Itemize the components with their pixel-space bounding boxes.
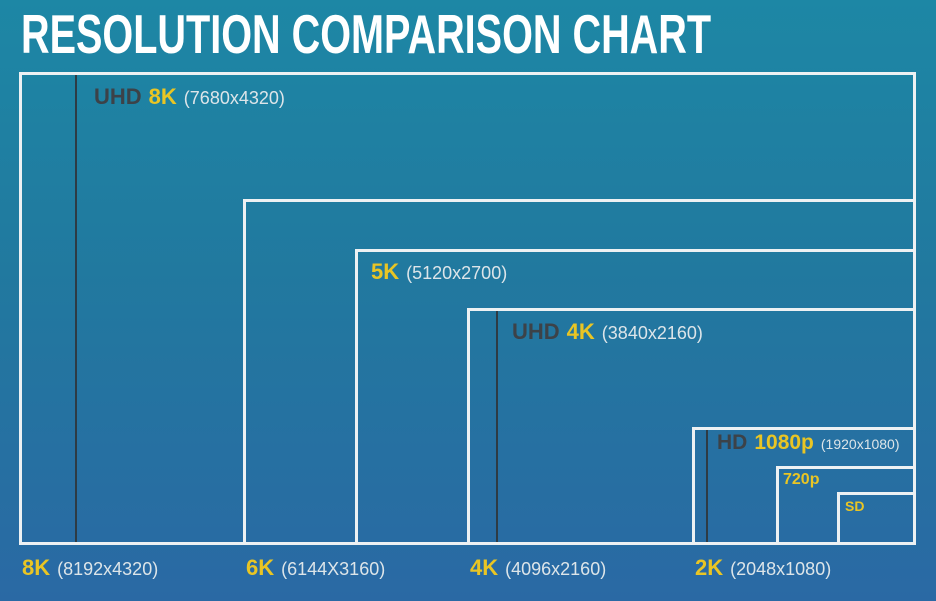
label-4k: 4K (4096x2160) xyxy=(470,557,606,579)
label-720p: 720p xyxy=(783,472,819,488)
rect-uhd-8k xyxy=(75,75,77,542)
label-5k-detail: (5120x2700) xyxy=(406,263,508,283)
label-8k: 8K (8192x4320) xyxy=(22,557,158,579)
label-uhd-4k-prefix: UHD xyxy=(512,319,560,344)
label-uhd-8k-name: 8K xyxy=(148,84,177,109)
rect-hd-1080p xyxy=(706,430,708,542)
label-uhd-4k: UHD 4K (3840x2160) xyxy=(512,321,703,343)
label-4k-detail: (4096x2160) xyxy=(505,559,607,579)
label-hd-1080p-detail: (1920x1080) xyxy=(820,436,900,452)
label-uhd-8k-prefix: UHD xyxy=(94,84,142,109)
label-sd-name: SD xyxy=(845,498,865,514)
label-uhd-8k: UHD 8K (7680x4320) xyxy=(94,86,285,108)
label-uhd-4k-name: 4K xyxy=(566,319,595,344)
label-6k-detail: (6144X3160) xyxy=(281,559,386,579)
label-uhd-8k-detail: (7680x4320) xyxy=(183,88,285,108)
label-5k-name: 5K xyxy=(371,259,400,284)
chart-area: 8K (8192x4320) UHD 8K (7680x4320) 6K (6144X316… xyxy=(19,72,916,579)
rect-sd xyxy=(837,492,916,545)
label-sd: SD xyxy=(845,499,864,515)
label-2k-name: 2K xyxy=(695,555,724,580)
label-8k-detail: (8192x4320) xyxy=(57,559,159,579)
page-title: RESOLUTION COMPARISON CHART xyxy=(21,3,712,65)
label-8k-name: 8K xyxy=(22,555,51,580)
label-5k: 5K (5120x2700) xyxy=(371,261,507,283)
label-2k: 2K (2048x1080) xyxy=(695,557,831,579)
label-2k-detail: (2048x1080) xyxy=(730,559,832,579)
label-hd-1080p: HD 1080p (1920x1080) xyxy=(717,432,900,453)
label-hd-1080p-name: 1080p xyxy=(754,431,814,454)
label-hd-1080p-prefix: HD xyxy=(717,431,748,454)
label-uhd-4k-detail: (3840x2160) xyxy=(601,323,703,343)
rect-4k xyxy=(467,308,916,545)
rect-uhd-4k xyxy=(496,311,498,542)
label-6k-name: 6K xyxy=(246,555,275,580)
label-6k: 6K (6144X3160) xyxy=(246,557,385,579)
label-720p-name: 720p xyxy=(783,471,820,488)
label-4k-name: 4K xyxy=(470,555,499,580)
